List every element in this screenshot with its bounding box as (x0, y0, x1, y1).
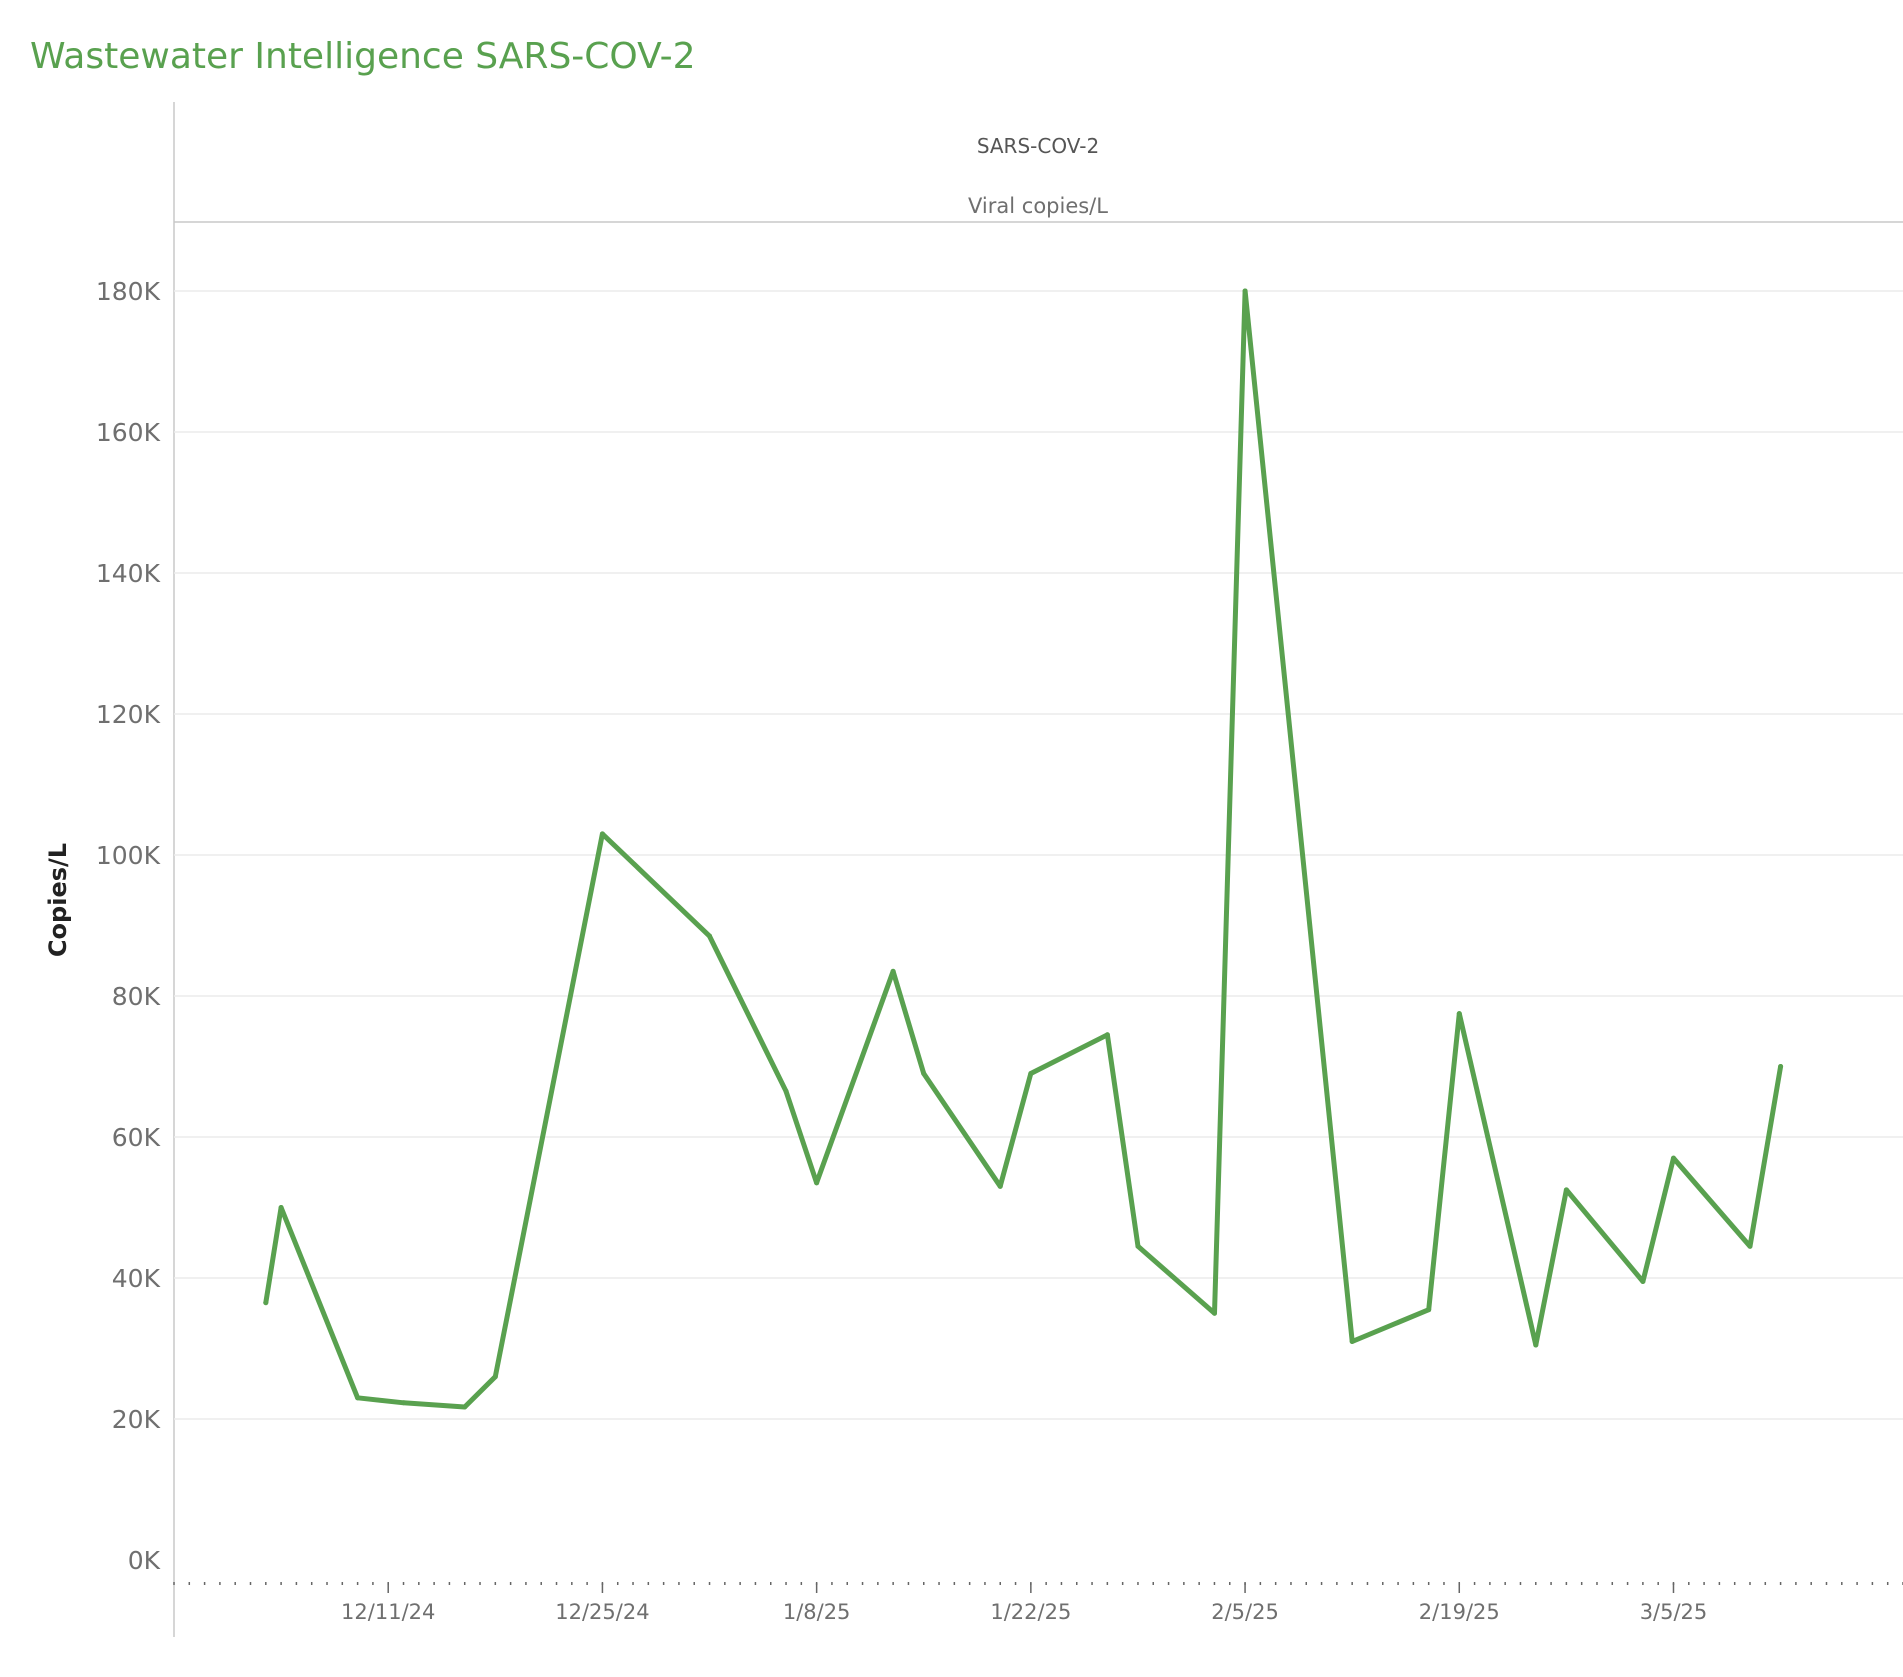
data-point (462, 1404, 468, 1410)
data-point (921, 1071, 927, 1077)
x-tick-label: 12/25/24 (555, 1600, 649, 1624)
data-point (1778, 1064, 1784, 1069)
data-point (355, 1395, 361, 1401)
y-axis-title: Copies/L (44, 843, 72, 957)
data-point (401, 1400, 407, 1406)
data-point (1533, 1342, 1539, 1348)
y-tick-label: 40K (112, 1264, 161, 1293)
y-tick-label: 100K (96, 841, 161, 870)
data-point (1426, 1307, 1432, 1313)
data-point (1456, 1011, 1462, 1017)
data-point (783, 1088, 789, 1094)
data-point (1640, 1279, 1646, 1285)
data-point (1242, 288, 1248, 294)
series-layer (263, 288, 1784, 1410)
data-point (997, 1183, 1003, 1189)
data-point (1028, 1071, 1034, 1077)
data-point (263, 1300, 269, 1306)
x-tick-label: 1/22/25 (990, 1600, 1071, 1624)
data-point (1349, 1338, 1355, 1344)
chart-header-subtitle: Viral copies/L (968, 194, 1108, 218)
y-tick-label: 180K (96, 277, 161, 306)
y-tick-label: 160K (96, 418, 161, 447)
data-point (492, 1374, 498, 1380)
data-point (1211, 1310, 1217, 1316)
data-point (814, 1180, 820, 1186)
data-point (1670, 1155, 1676, 1161)
data-point (1135, 1243, 1141, 1249)
data-point (707, 933, 713, 939)
y-tick-label: 140K (96, 559, 161, 588)
data-point (599, 831, 605, 837)
data-point (1563, 1187, 1569, 1193)
y-tick-label: 20K (112, 1405, 161, 1434)
data-point (1104, 1032, 1110, 1038)
y-tick-label: 60K (112, 1123, 161, 1152)
page-title: Wastewater Intelligence SARS-COV-2 (30, 36, 696, 77)
data-point (278, 1205, 284, 1210)
data-point (1747, 1243, 1753, 1249)
x-tick-label: 1/8/25 (783, 1600, 851, 1624)
y-tick-label: 120K (96, 700, 161, 729)
y-tick-label: 0K (128, 1546, 161, 1575)
grid-layer (174, 290, 1903, 1420)
x-tick-label: 3/5/25 (1640, 1600, 1708, 1624)
x-tick-label: 2/19/25 (1419, 1600, 1500, 1624)
y-tick-label: 80K (112, 982, 161, 1011)
x-tick-label: 12/11/24 (341, 1600, 435, 1624)
x-tick-label: 2/5/25 (1211, 1600, 1279, 1624)
x-axis: 12/11/24 12/25/24 1/8/25 1/22/25 2/5/25 2/19/… (173, 1582, 1903, 1624)
y-ticks: 0K 20K 40K 60K 80K 100K 120K 140K 160K 180K (96, 277, 161, 1575)
series-line (263, 288, 1784, 1410)
chart-header-title: SARS-COV-2 (977, 134, 1099, 158)
data-point (890, 968, 896, 974)
